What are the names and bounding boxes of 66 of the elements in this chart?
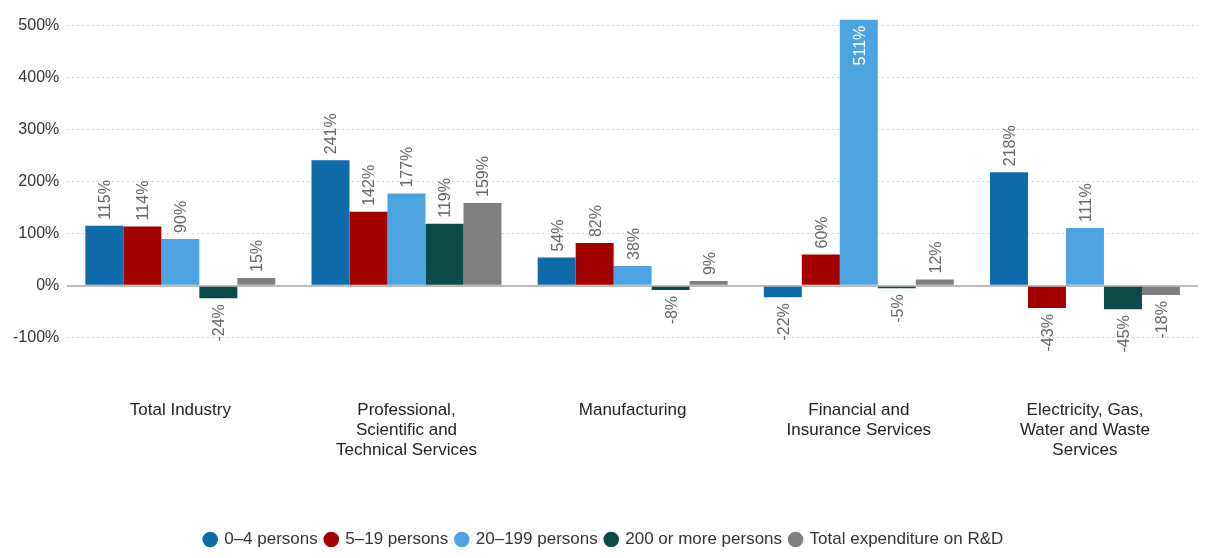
bar <box>463 202 502 285</box>
y-tick-label: 500% <box>18 15 60 33</box>
bar <box>311 160 350 285</box>
data-label: 114% <box>134 180 152 221</box>
data-label: 511% <box>850 25 868 66</box>
data-label: 90% <box>172 200 190 233</box>
bar <box>801 254 840 285</box>
bar <box>915 279 954 285</box>
data-label: 142% <box>360 164 378 206</box>
bar <box>839 19 878 285</box>
legend-label: 5–19 persons <box>345 529 449 549</box>
legend-label: 200 or more persons <box>625 529 783 549</box>
data-label: 111% <box>1076 183 1094 222</box>
bar <box>537 257 576 285</box>
bar <box>161 238 200 285</box>
y-tick-label: 0% <box>36 276 60 294</box>
bar <box>85 225 124 285</box>
y-tick-label: -100% <box>13 328 60 346</box>
legend-label: Total expenditure on R&D <box>809 529 1004 549</box>
data-label: -24% <box>210 304 228 342</box>
bar <box>349 211 388 285</box>
data-label: 15% <box>248 239 266 272</box>
data-label: 54% <box>548 219 566 252</box>
bar <box>613 265 652 285</box>
data-label: -22% <box>774 303 792 341</box>
bar <box>763 286 802 298</box>
x-tick-label: Professional, Scientific and Technical Services <box>336 399 477 460</box>
x-tick-label: Electricity, Gas, Water and Waste Services <box>1019 399 1151 460</box>
bar <box>1141 286 1180 296</box>
x-tick-label: Financial and Insurance Services <box>786 399 932 440</box>
x-tick-label: Total Industry <box>129 399 232 419</box>
bar <box>123 226 162 285</box>
y-tick-label: 300% <box>18 119 60 137</box>
data-label: 177% <box>398 146 416 188</box>
data-label: 12% <box>926 241 944 274</box>
data-label: 82% <box>586 205 604 238</box>
data-label: -8% <box>662 295 680 325</box>
legend-label: 20–199 persons <box>475 529 598 549</box>
data-label: 115% <box>96 180 114 220</box>
data-label: 159% <box>474 156 492 197</box>
bar <box>425 223 464 285</box>
y-tick-label: 400% <box>18 67 60 85</box>
bar <box>689 281 728 285</box>
data-label: 218% <box>1000 125 1018 167</box>
data-label: 241% <box>322 113 340 155</box>
data-label: 60% <box>812 216 830 249</box>
bar <box>1103 286 1142 310</box>
bar <box>651 286 690 290</box>
data-label: -18% <box>1152 301 1170 339</box>
bar <box>1027 286 1066 309</box>
data-label: 38% <box>624 227 642 260</box>
data-label: -45% <box>1114 315 1132 353</box>
y-tick-label: 100% <box>18 224 60 242</box>
x-tick-label: Manufacturing <box>578 399 687 419</box>
legend-label: 0–4 persons <box>224 529 318 549</box>
bar <box>387 193 426 285</box>
data-label: 9% <box>700 251 718 276</box>
bar <box>237 277 276 285</box>
bar <box>1065 227 1104 285</box>
data-label: 119% <box>436 178 454 218</box>
y-tick-label: 200% <box>18 172 60 190</box>
bar <box>989 172 1028 285</box>
data-label: -43% <box>1038 314 1056 352</box>
bar <box>575 243 614 285</box>
data-label: -5% <box>888 294 906 323</box>
bar <box>199 286 238 299</box>
